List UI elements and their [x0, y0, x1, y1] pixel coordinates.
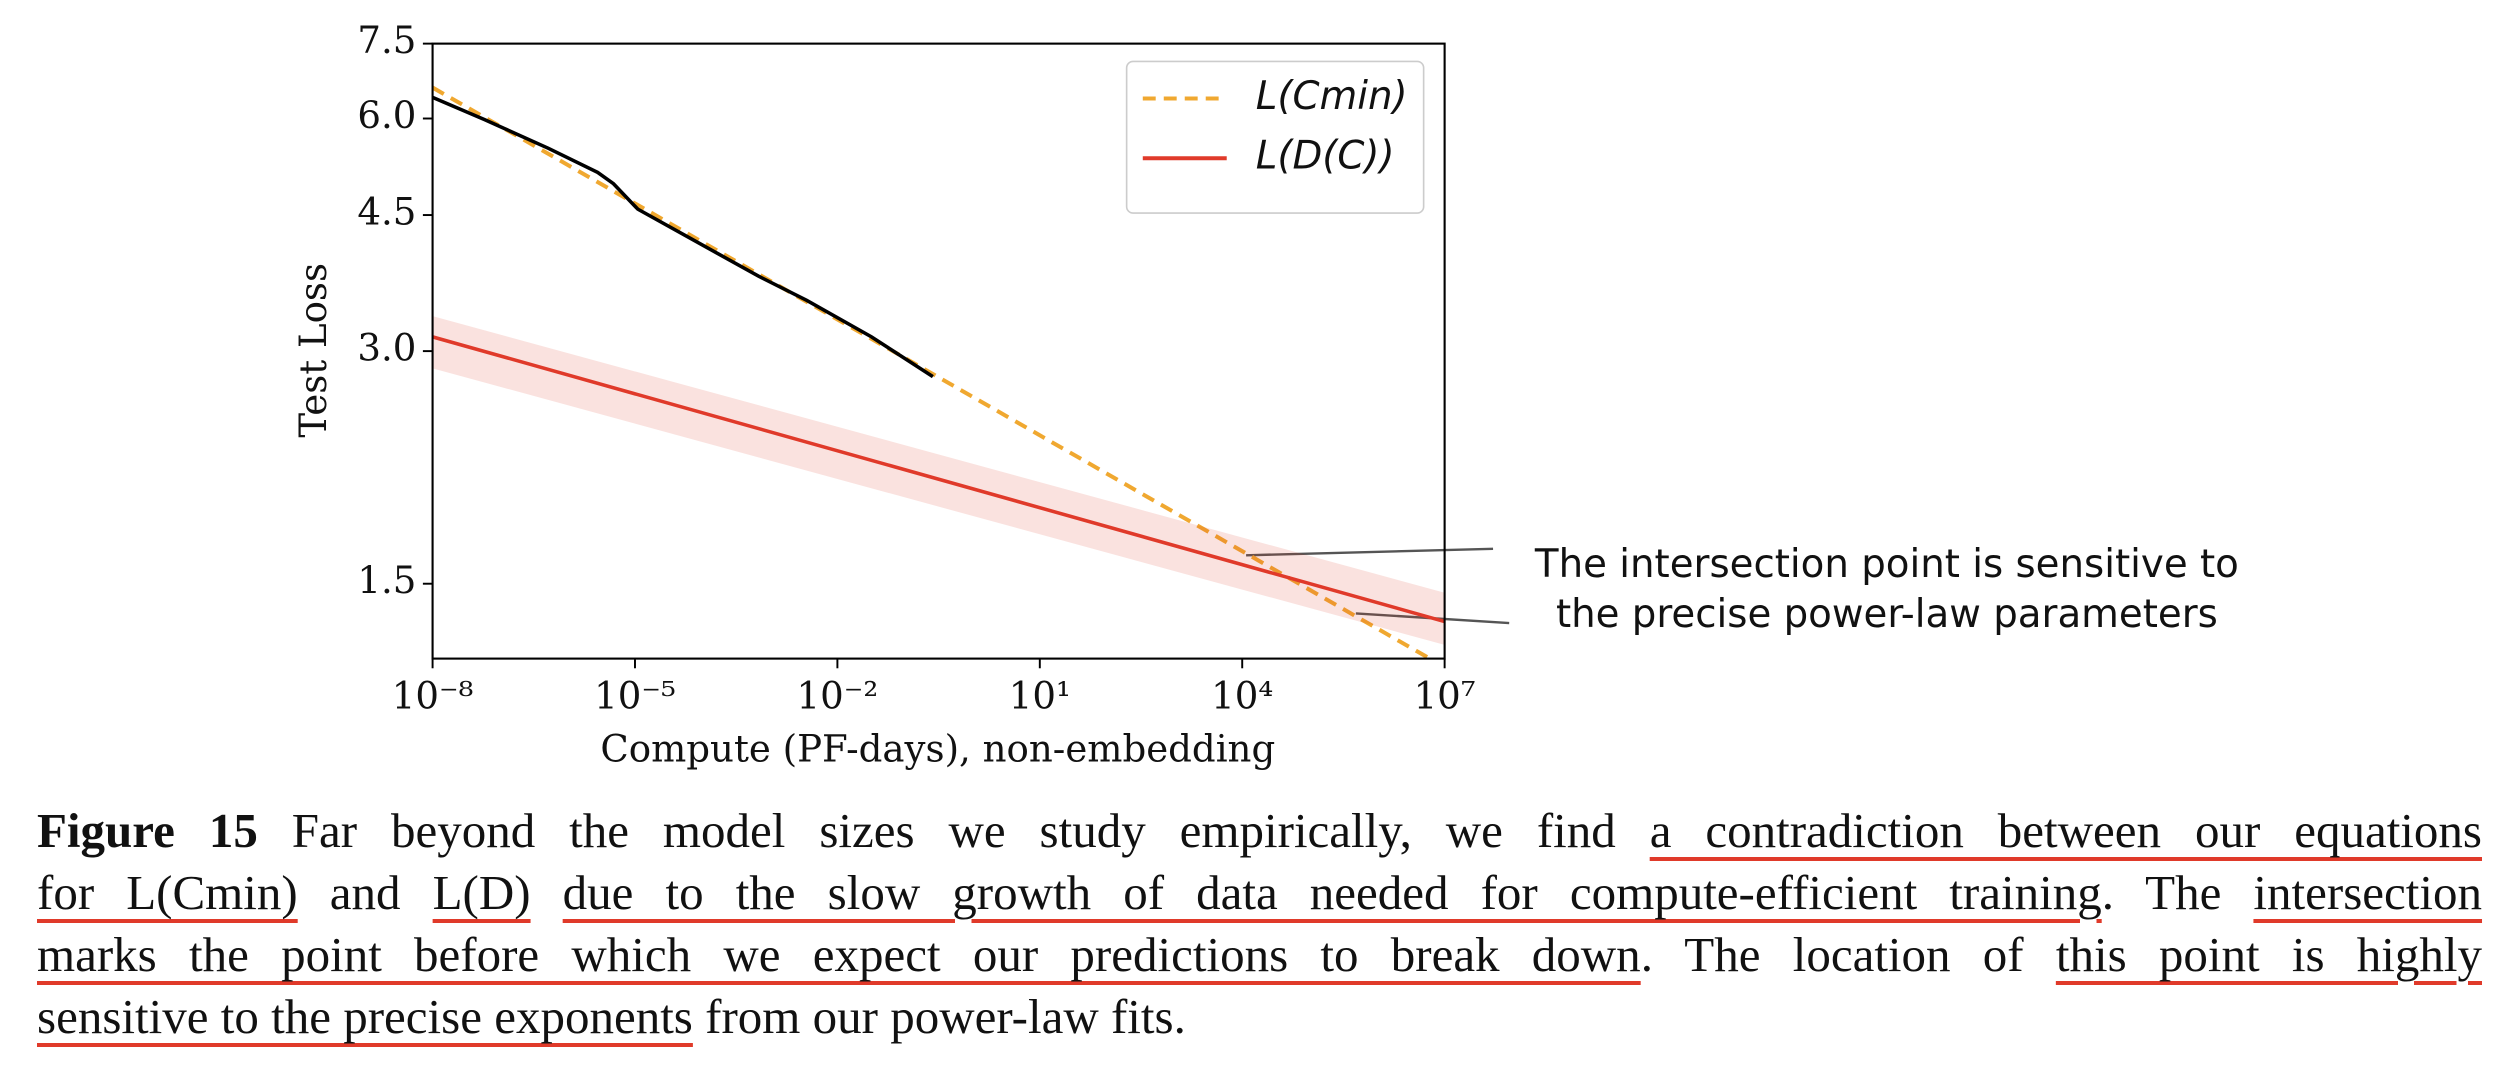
- y-axis-label: Test Loss: [292, 263, 335, 438]
- caption-text: due to the slow growth of data needed fo…: [562, 865, 2102, 920]
- figure-label: Figure 15: [37, 803, 258, 858]
- x-axis-label: Compute (PF-days), non-embedding: [600, 728, 1275, 771]
- x-tick-label: 10⁻²: [797, 674, 879, 717]
- caption-line: for L(Cmin) and L(D) due to the slow gro…: [37, 862, 2482, 924]
- plot-frame: [431, 42, 1446, 660]
- caption-text: intersection: [2253, 865, 2483, 920]
- caption: Figure 15 Far beyond the model sizes we …: [37, 800, 2482, 1048]
- annotation: The intersection point is sensitive to: [1534, 542, 2239, 587]
- y-tick-label: 7.5: [357, 19, 416, 62]
- caption-text: Far beyond the model sizes we study empi…: [257, 803, 1650, 858]
- series-line: [432, 95, 934, 379]
- annotation: the precise power-law parameters: [1556, 592, 2218, 637]
- chart: Test Loss Compute (PF-days), non-embeddi…: [292, 19, 2239, 771]
- caption-text: for L(Cmin): [37, 865, 298, 920]
- y-tick-label: 3.0: [357, 327, 416, 370]
- caption-text: and: [297, 865, 433, 920]
- plot-area: [432, 85, 1445, 659]
- caption-text: L(D): [432, 865, 531, 920]
- legend-label: L(D(C)): [1256, 134, 1395, 179]
- y-tick-label: 1.5: [357, 559, 416, 602]
- x-tick-label: 10⁻⁵: [594, 674, 676, 717]
- x-tick-label: 10⁴: [1211, 674, 1273, 717]
- x-tick-label: 10⁻⁸: [392, 674, 474, 717]
- caption-text: . The location of: [1640, 927, 2056, 982]
- legend-label: L(Cmin): [1256, 74, 1408, 119]
- caption-text: from our power-law fits.: [692, 989, 1186, 1044]
- caption-line: Figure 15 Far beyond the model sizes we …: [37, 800, 2482, 862]
- caption-text: . The: [2101, 865, 2254, 920]
- series-line: [432, 335, 1445, 624]
- series-line: [432, 85, 1434, 659]
- caption-text: marks the point before which we expect o…: [37, 927, 1641, 982]
- y-tick-label: 4.5: [357, 191, 416, 234]
- caption-text: sensitive to the precise exponents: [37, 989, 693, 1044]
- y-tick-label: 6.0: [357, 94, 416, 137]
- caption-text: this point is highly: [2055, 927, 2482, 982]
- caption-text: a contradiction between our equations: [1649, 803, 2482, 858]
- caption-line: marks the point before which we expect o…: [37, 924, 2482, 986]
- x-tick-label: 10⁷: [1414, 674, 1476, 717]
- caption-text: [531, 865, 563, 920]
- legend-box: [1125, 60, 1425, 214]
- caption-line: sensitive to the precise exponents from …: [37, 986, 2482, 1048]
- annotation-arrow: [1246, 547, 1494, 557]
- x-tick-label: 10¹: [1009, 674, 1071, 717]
